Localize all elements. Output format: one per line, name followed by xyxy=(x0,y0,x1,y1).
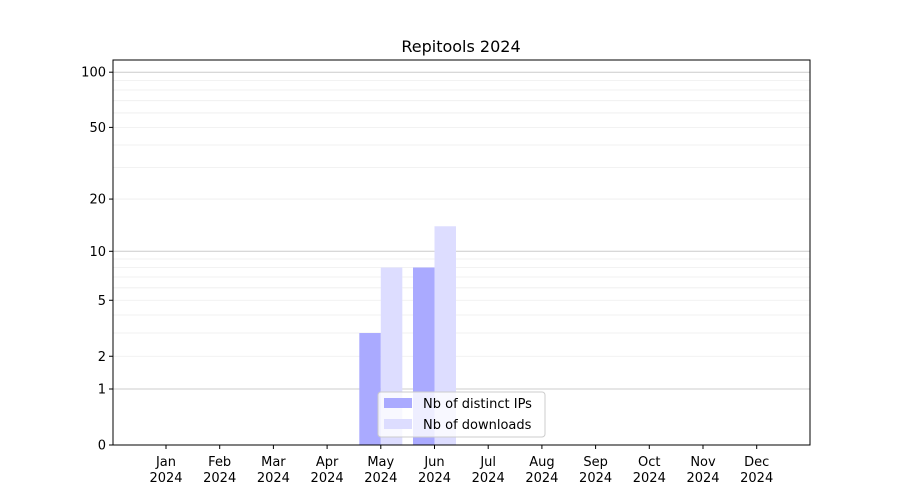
x-tick-label: Nov xyxy=(690,455,716,470)
x-tick-label: Jul xyxy=(479,455,496,470)
y-tick-label: 2 xyxy=(98,350,106,365)
x-tick-label-year: 2024 xyxy=(203,471,236,486)
x-tick-label-year: 2024 xyxy=(149,471,182,486)
legend-label: Nb of downloads xyxy=(423,418,532,433)
y-tick-label: 50 xyxy=(89,121,106,136)
x-tick-label: Sep xyxy=(583,455,608,470)
x-tick-label-year: 2024 xyxy=(418,471,451,486)
x-tick-label: Dec xyxy=(744,455,769,470)
x-tick-label-year: 2024 xyxy=(579,471,612,486)
y-tick-label: 5 xyxy=(98,294,106,309)
x-tick-label: Mar xyxy=(261,455,286,470)
y-tick-label: 0 xyxy=(98,439,106,454)
x-tick-label-year: 2024 xyxy=(472,471,505,486)
legend-swatch xyxy=(384,419,412,429)
x-tick-label: May xyxy=(367,455,394,470)
bar-nb-of-downloads xyxy=(434,226,456,445)
x-tick-label-year: 2024 xyxy=(633,471,666,486)
legend-box xyxy=(377,391,546,438)
y-tick-label: 100 xyxy=(81,66,106,81)
x-tick-label-year: 2024 xyxy=(257,471,290,486)
x-tick-label: Feb xyxy=(208,455,231,470)
legend-swatch xyxy=(384,398,412,408)
plot-frame xyxy=(112,59,811,446)
y-tick-label: 20 xyxy=(89,193,106,208)
x-tick-label: Jun xyxy=(423,455,444,470)
x-tick-label-year: 2024 xyxy=(686,471,719,486)
legend-label: Nb of distinct IPs xyxy=(423,397,532,412)
x-tick-label: Jan xyxy=(155,455,176,470)
x-tick-label-year: 2024 xyxy=(311,471,344,486)
chart-title: Repitools 2024 xyxy=(401,37,520,56)
x-tick-label: Oct xyxy=(638,455,660,470)
x-tick-label-year: 2024 xyxy=(364,471,397,486)
x-tick-label: Apr xyxy=(316,455,339,470)
bar-nb-of-distinct-ips xyxy=(359,333,381,445)
x-tick-label: Aug xyxy=(529,455,554,470)
x-tick-label-year: 2024 xyxy=(525,471,558,486)
y-tick-label: 10 xyxy=(89,245,106,260)
x-tick-label-year: 2024 xyxy=(740,471,773,486)
y-tick-label: 1 xyxy=(98,383,106,398)
